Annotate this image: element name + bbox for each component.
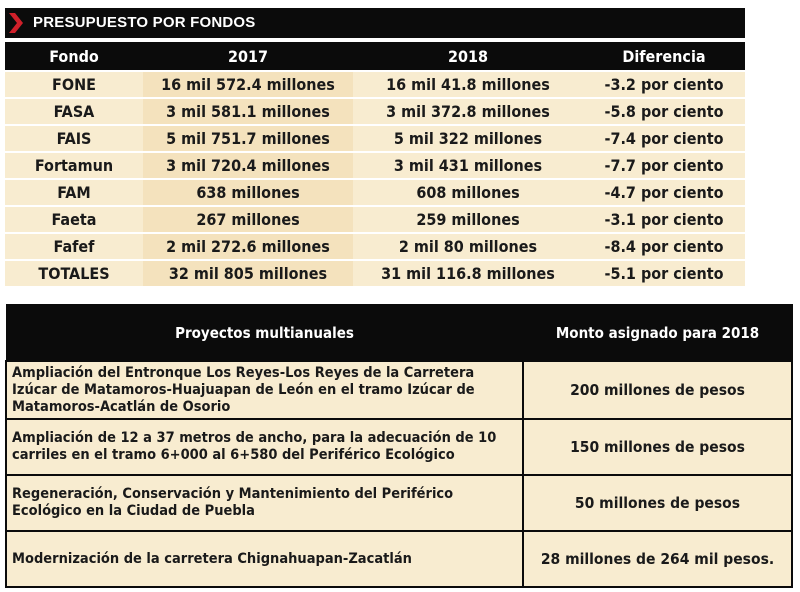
table-row: FAM 638 millones 608 millones -4.7 por c…	[5, 180, 745, 205]
amount-2018: 16 mil 41.8 millones	[353, 72, 583, 97]
project-amount: 200 millones de pesos	[522, 360, 793, 420]
difference: -5.8 por ciento	[583, 99, 745, 124]
fund-name: FAIS	[5, 126, 143, 151]
amount-2017: 3 mil 581.1 millones	[143, 99, 353, 124]
amount-2018: 3 mil 372.8 millones	[353, 99, 583, 124]
total-2017: 32 mil 805 millones	[143, 261, 353, 286]
table-row: Faeta 267 millones 259 millones -3.1 por…	[5, 207, 745, 232]
project-description: Modernización de la carretera Chignahuap…	[5, 530, 524, 588]
project-amount: 50 millones de pesos	[522, 474, 793, 532]
difference: -3.1 por ciento	[583, 207, 745, 232]
amount-2018: 608 millones	[353, 180, 583, 205]
fund-name: FAM	[5, 180, 143, 205]
totals-label: TOTALES	[5, 261, 143, 286]
amount-2017: 267 millones	[143, 207, 353, 232]
chevron-right-icon	[9, 13, 23, 33]
header-2017: 2017	[143, 42, 353, 70]
project-description: Ampliación de 12 a 37 metros de ancho, p…	[5, 418, 524, 476]
header-proyectos: Proyectos multianuales	[5, 304, 524, 362]
fund-name: Fortamun	[5, 153, 143, 178]
amount-2017: 3 mil 720.4 millones	[143, 153, 353, 178]
project-description: Ampliación del Entronque Los Reyes-Los R…	[5, 360, 524, 420]
amount-2017: 16 mil 572.4 millones	[143, 72, 353, 97]
table-row: Ampliación de 12 a 37 metros de ancho, p…	[5, 418, 793, 476]
section-header: PRESUPUESTO POR FONDOS	[5, 8, 745, 38]
amount-2017: 2 mil 272.6 millones	[143, 234, 353, 259]
amount-2018: 259 millones	[353, 207, 583, 232]
total-2018: 31 mil 116.8 millones	[353, 261, 583, 286]
difference: -4.7 por ciento	[583, 180, 745, 205]
difference: -8.4 por ciento	[583, 234, 745, 259]
header-monto: Monto asignado para 2018	[522, 304, 793, 362]
amount-2017: 5 mil 751.7 millones	[143, 126, 353, 151]
table-row: Regeneración, Conservación y Mantenimien…	[5, 474, 793, 532]
header-fondo: Fondo	[5, 42, 143, 70]
funds-table: Fondo 2017 2018 Diferencia FONE 16 mil 5…	[5, 40, 745, 288]
amount-2017: 638 millones	[143, 180, 353, 205]
difference: -3.2 por ciento	[583, 72, 745, 97]
projects-header-row: Proyectos multianuales Monto asignado pa…	[5, 304, 793, 362]
table-row: Modernización de la carretera Chignahuap…	[5, 530, 793, 588]
difference: -7.7 por ciento	[583, 153, 745, 178]
section-title: PRESUPUESTO POR FONDOS	[33, 14, 256, 31]
funds-header-row: Fondo 2017 2018 Diferencia	[5, 42, 745, 70]
project-amount: 28 millones de 264 mil pesos.	[522, 530, 793, 588]
table-row: FONE 16 mil 572.4 millones 16 mil 41.8 m…	[5, 72, 745, 97]
projects-table: Proyectos multianuales Monto asignado pa…	[5, 304, 793, 588]
header-2018: 2018	[353, 42, 583, 70]
project-description: Regeneración, Conservación y Mantenimien…	[5, 474, 524, 532]
table-row: Fafef 2 mil 272.6 millones 2 mil 80 mill…	[5, 234, 745, 259]
fund-name: Fafef	[5, 234, 143, 259]
project-amount: 150 millones de pesos	[522, 418, 793, 476]
fund-name: FASA	[5, 99, 143, 124]
fund-name: FONE	[5, 72, 143, 97]
amount-2018: 3 mil 431 millones	[353, 153, 583, 178]
table-row: FASA 3 mil 581.1 millones 3 mil 372.8 mi…	[5, 99, 745, 124]
table-row: Ampliación del Entronque Los Reyes-Los R…	[5, 360, 793, 420]
table-row: FAIS 5 mil 751.7 millones 5 mil 322 mill…	[5, 126, 745, 151]
totals-row: TOTALES 32 mil 805 millones 31 mil 116.8…	[5, 261, 745, 286]
difference: -7.4 por ciento	[583, 126, 745, 151]
amount-2018: 2 mil 80 millones	[353, 234, 583, 259]
total-difference: -5.1 por ciento	[583, 261, 745, 286]
amount-2018: 5 mil 322 millones	[353, 126, 583, 151]
header-diferencia: Diferencia	[583, 42, 745, 70]
table-row: Fortamun 3 mil 720.4 millones 3 mil 431 …	[5, 153, 745, 178]
fund-name: Faeta	[5, 207, 143, 232]
